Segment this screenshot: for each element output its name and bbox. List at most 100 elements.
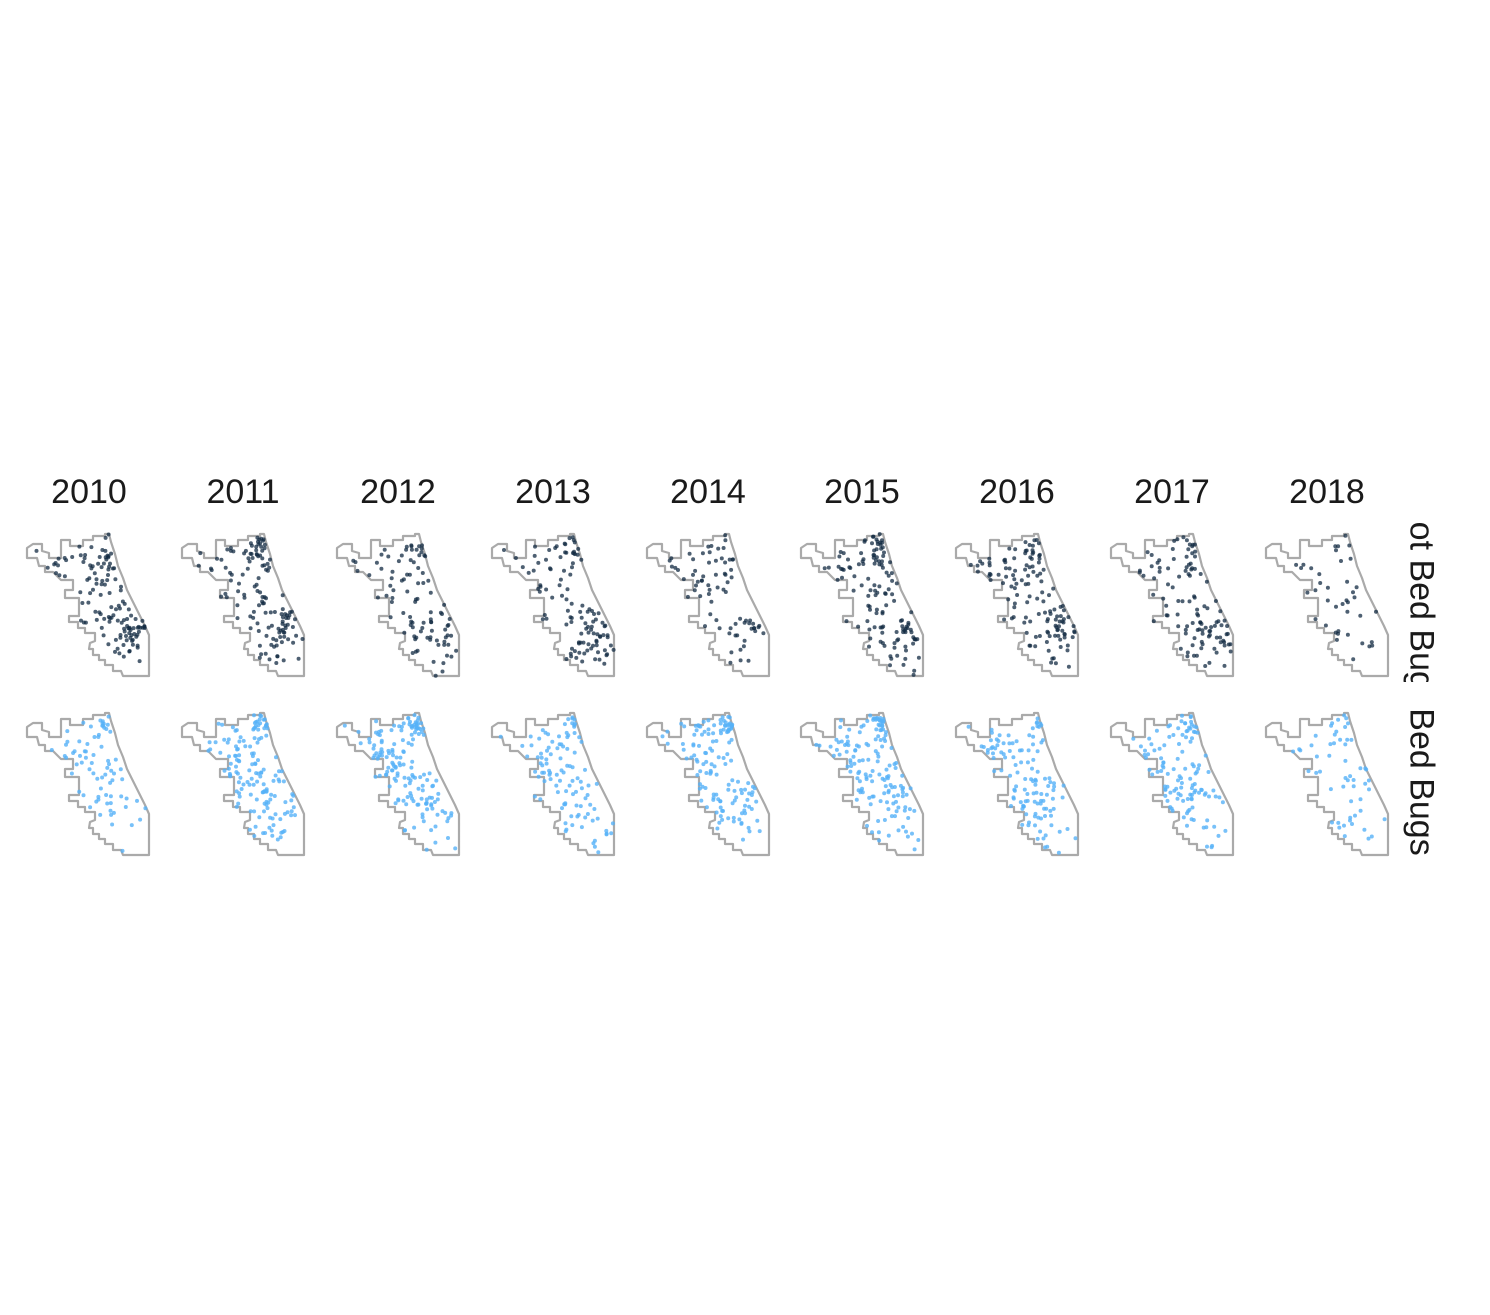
report-point	[903, 656, 908, 661]
report-point	[248, 809, 253, 814]
report-point	[1038, 829, 1043, 834]
report-point	[1342, 834, 1347, 839]
report-point	[1149, 564, 1154, 569]
report-point	[107, 591, 112, 595]
report-point	[254, 548, 259, 553]
report-point	[570, 561, 575, 566]
report-point	[94, 799, 99, 804]
report-point	[1190, 805, 1195, 810]
report-point	[733, 633, 738, 638]
report-point	[1183, 766, 1188, 771]
report-point	[274, 638, 279, 643]
report-point	[49, 748, 54, 752]
report-point	[540, 617, 545, 622]
report-point	[109, 768, 114, 773]
report-point	[868, 802, 873, 807]
report-point	[1342, 713, 1347, 718]
report-point	[1185, 797, 1190, 801]
report-point	[988, 738, 993, 743]
report-point	[734, 795, 739, 800]
report-point	[1047, 634, 1052, 639]
report-point	[358, 741, 363, 746]
report-point	[258, 541, 263, 546]
report-point	[234, 770, 239, 775]
report-point	[1031, 742, 1035, 747]
report-point	[445, 819, 450, 824]
report-point	[1034, 538, 1039, 542]
report-point	[569, 616, 574, 620]
report-point	[219, 594, 224, 599]
report-point	[1192, 566, 1197, 571]
report-point	[225, 740, 230, 745]
report-point	[849, 764, 854, 768]
report-point	[94, 577, 99, 582]
report-point	[1323, 623, 1328, 628]
report-point	[884, 603, 889, 608]
report-point	[45, 565, 50, 570]
report-point	[741, 837, 745, 842]
report-point	[716, 546, 721, 551]
report-point	[966, 724, 971, 729]
report-point	[726, 816, 731, 821]
report-point	[894, 581, 899, 586]
report-point	[294, 633, 299, 638]
report-point	[1012, 556, 1017, 561]
report-point	[880, 630, 885, 635]
report-point	[443, 635, 448, 640]
report-point	[723, 538, 728, 543]
report-point	[1026, 573, 1031, 578]
report-point	[377, 773, 382, 778]
report-point	[342, 723, 347, 728]
report-point	[857, 758, 862, 763]
report-point	[880, 720, 885, 725]
report-point	[569, 814, 574, 819]
report-point	[116, 603, 121, 608]
report-point	[1037, 634, 1042, 638]
report-point	[1032, 814, 1037, 819]
report-point	[591, 631, 596, 636]
row-strip-not-bed-bugs: Not Bed Bugs	[1396, 522, 1446, 682]
report-point	[1209, 625, 1214, 630]
report-point	[911, 641, 916, 646]
report-point	[701, 574, 706, 579]
report-point	[442, 602, 447, 607]
report-point	[1013, 763, 1018, 767]
report-point	[852, 761, 857, 766]
report-point	[387, 784, 392, 789]
report-point	[263, 610, 268, 615]
report-point	[122, 626, 127, 631]
report-point	[1003, 755, 1008, 760]
report-point	[1344, 716, 1349, 721]
report-point	[1012, 601, 1017, 606]
report-point	[136, 629, 141, 634]
report-point	[574, 655, 579, 660]
report-point	[841, 551, 846, 556]
report-point	[265, 568, 270, 573]
report-point	[429, 628, 434, 633]
report-point	[901, 824, 906, 829]
report-point	[111, 810, 116, 815]
report-point	[1347, 543, 1352, 548]
report-point	[77, 739, 82, 744]
report-point	[1336, 544, 1341, 549]
report-point	[546, 732, 551, 737]
report-point	[243, 744, 248, 749]
report-point	[110, 822, 115, 827]
report-point	[111, 613, 116, 618]
report-point	[742, 638, 747, 643]
report-point	[428, 635, 433, 640]
report-point	[695, 579, 700, 584]
report-point	[1051, 656, 1056, 661]
report-point	[602, 661, 607, 666]
report-point	[1366, 836, 1371, 841]
report-point	[1369, 834, 1374, 839]
report-point	[1204, 579, 1209, 584]
report-point	[1061, 608, 1066, 613]
report-point	[420, 543, 424, 548]
report-point	[1186, 809, 1191, 814]
report-point	[355, 568, 360, 573]
report-point	[589, 627, 594, 632]
report-point	[1203, 664, 1208, 668]
report-point	[54, 571, 58, 576]
report-point	[449, 633, 454, 638]
